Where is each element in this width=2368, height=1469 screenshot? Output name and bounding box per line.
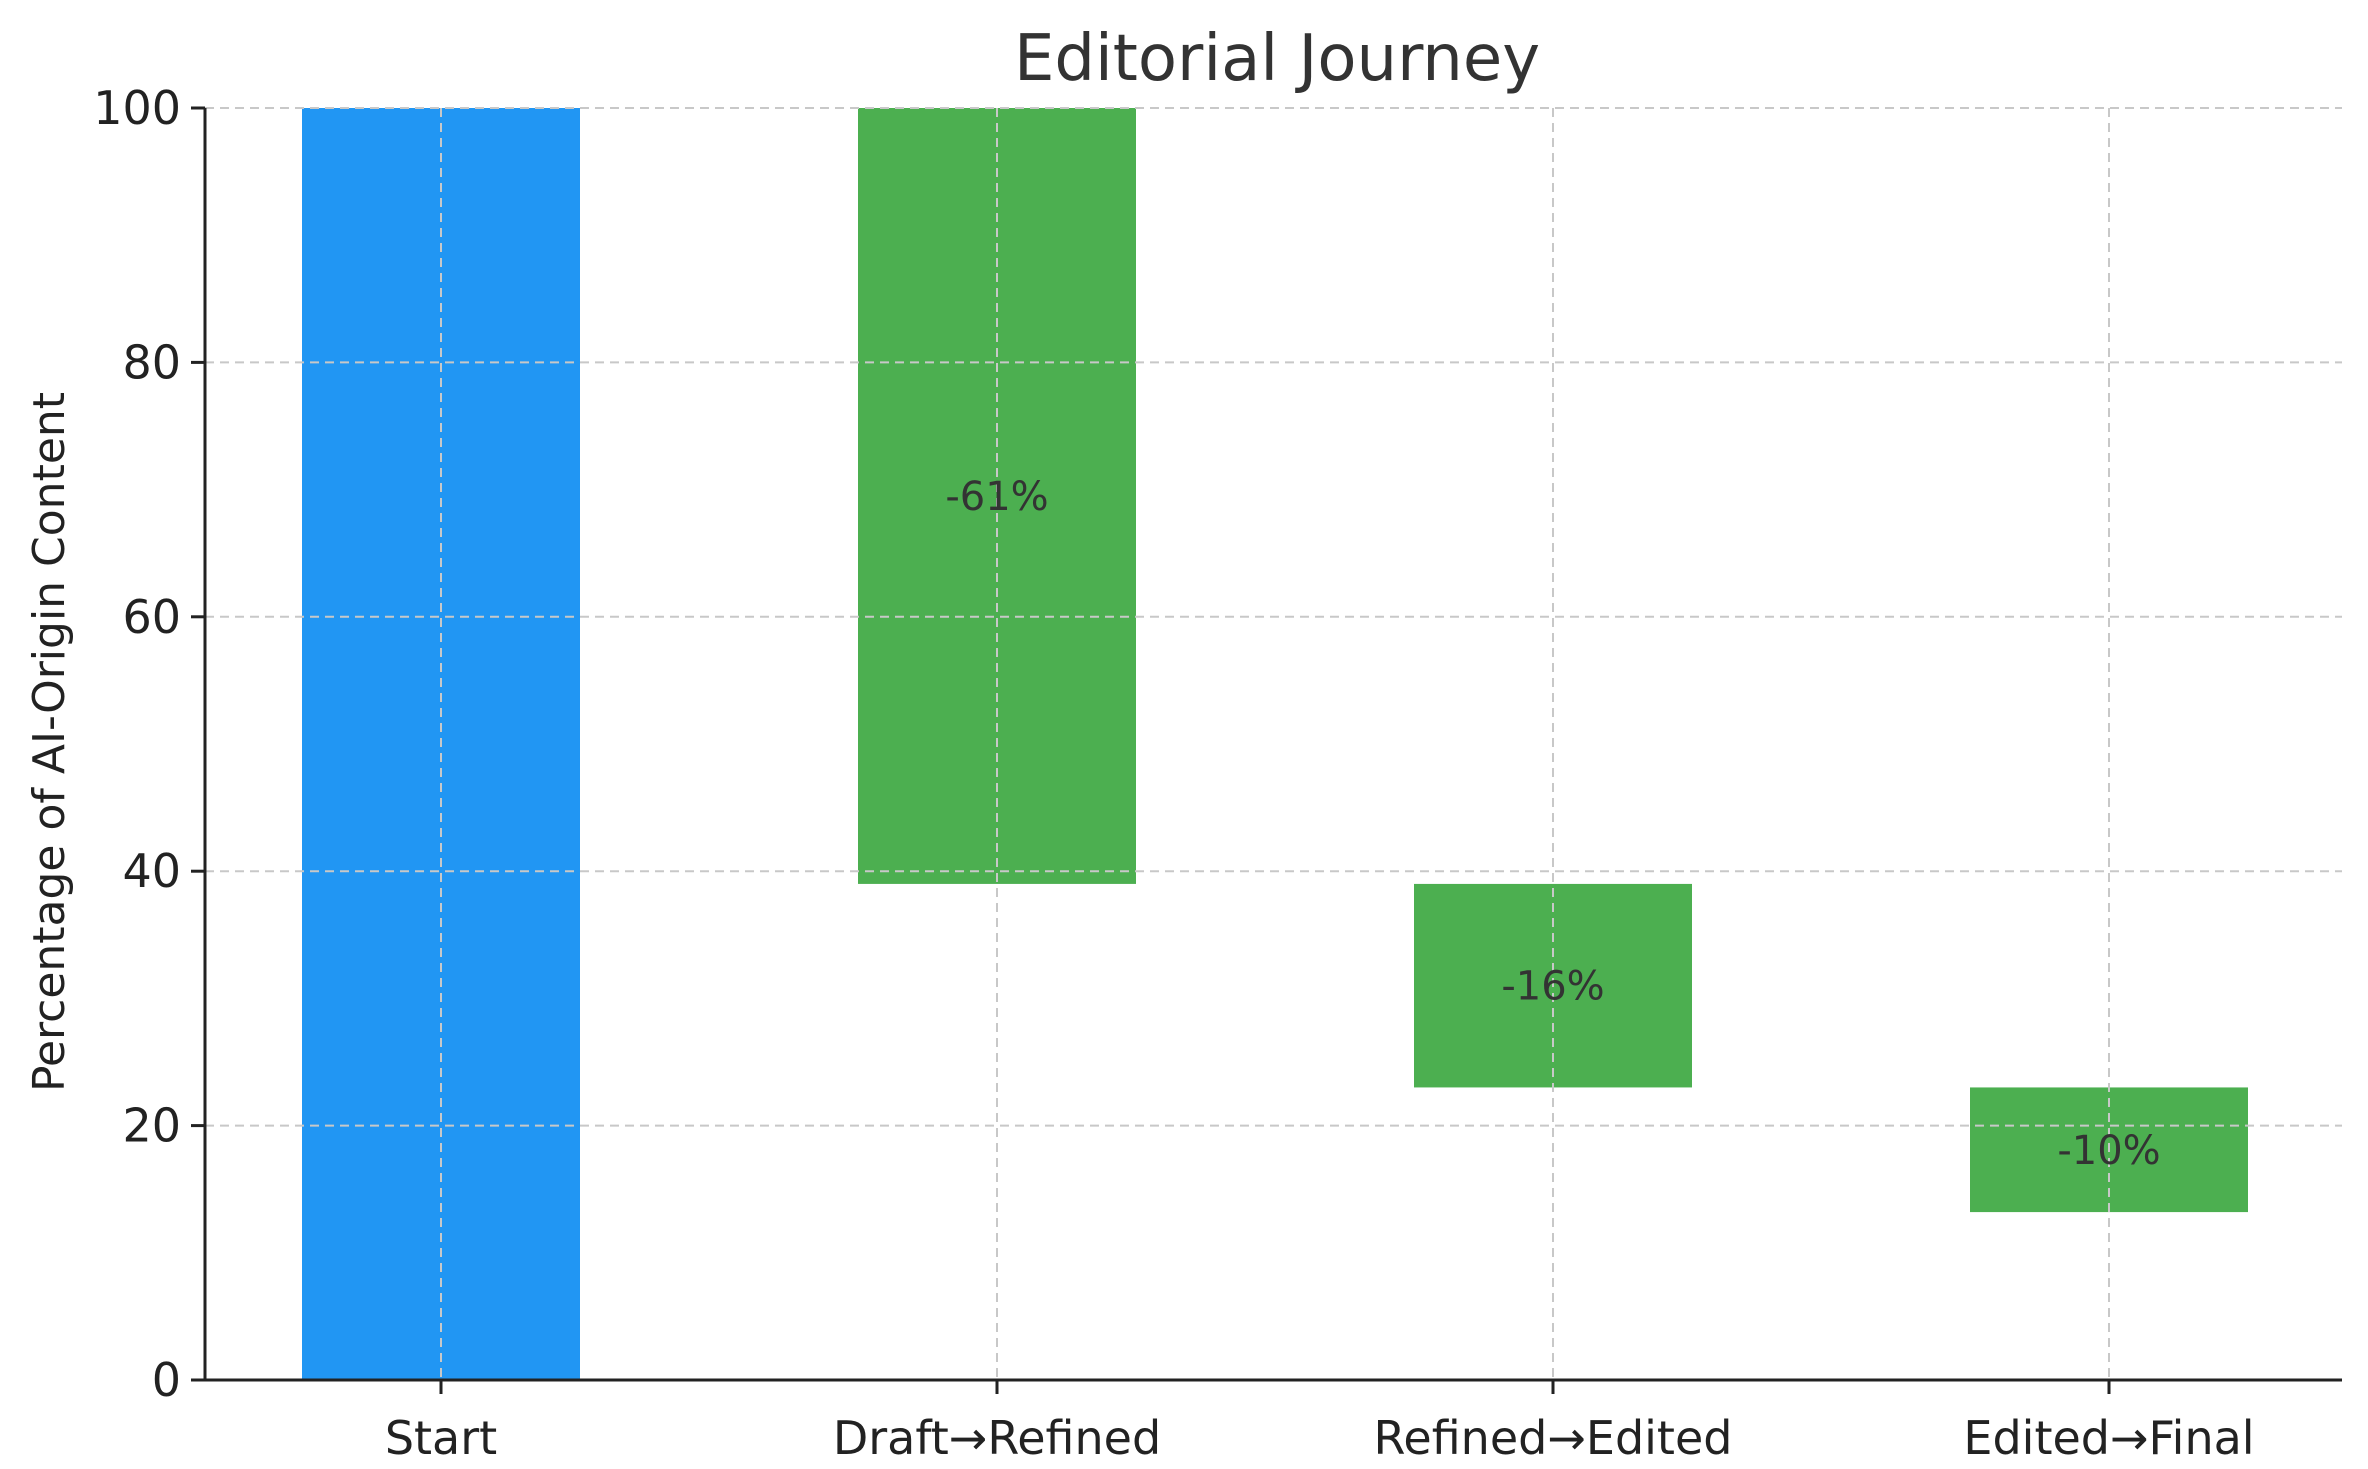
bar-layer [302,108,2248,1380]
bar-2-data-label: -61% [945,474,1048,520]
chart-title: Editorial Journey [1014,22,1540,96]
y-tick-label: 60 [122,590,181,644]
x-tick-label: Edited→Final [1963,1411,2254,1465]
grid-layer [205,107,2342,1380]
bar-3-data-label: -16% [1501,964,1604,1010]
y-tick-label: 40 [122,844,181,898]
bar-4-data-label: -10% [2057,1128,2160,1174]
y-tick-label: 20 [122,1099,181,1153]
y-axis-label: Percentage of AI-Origin Content [24,392,75,1092]
y-tick-label: 100 [93,81,181,135]
x-tick-label: Refined→Edited [1374,1411,1733,1465]
axis-layer: 0 20 40 60 80 100 Start Draft→Refined Refined→Ed… [93,81,2342,1465]
x-tick-label: Draft→Refined [833,1411,1161,1465]
y-tick-label: 0 [152,1353,181,1407]
x-tick-label: Start [385,1411,497,1465]
y-tick-label: 80 [122,335,181,389]
label-layer: -61% -16% -10% [945,474,2160,1174]
